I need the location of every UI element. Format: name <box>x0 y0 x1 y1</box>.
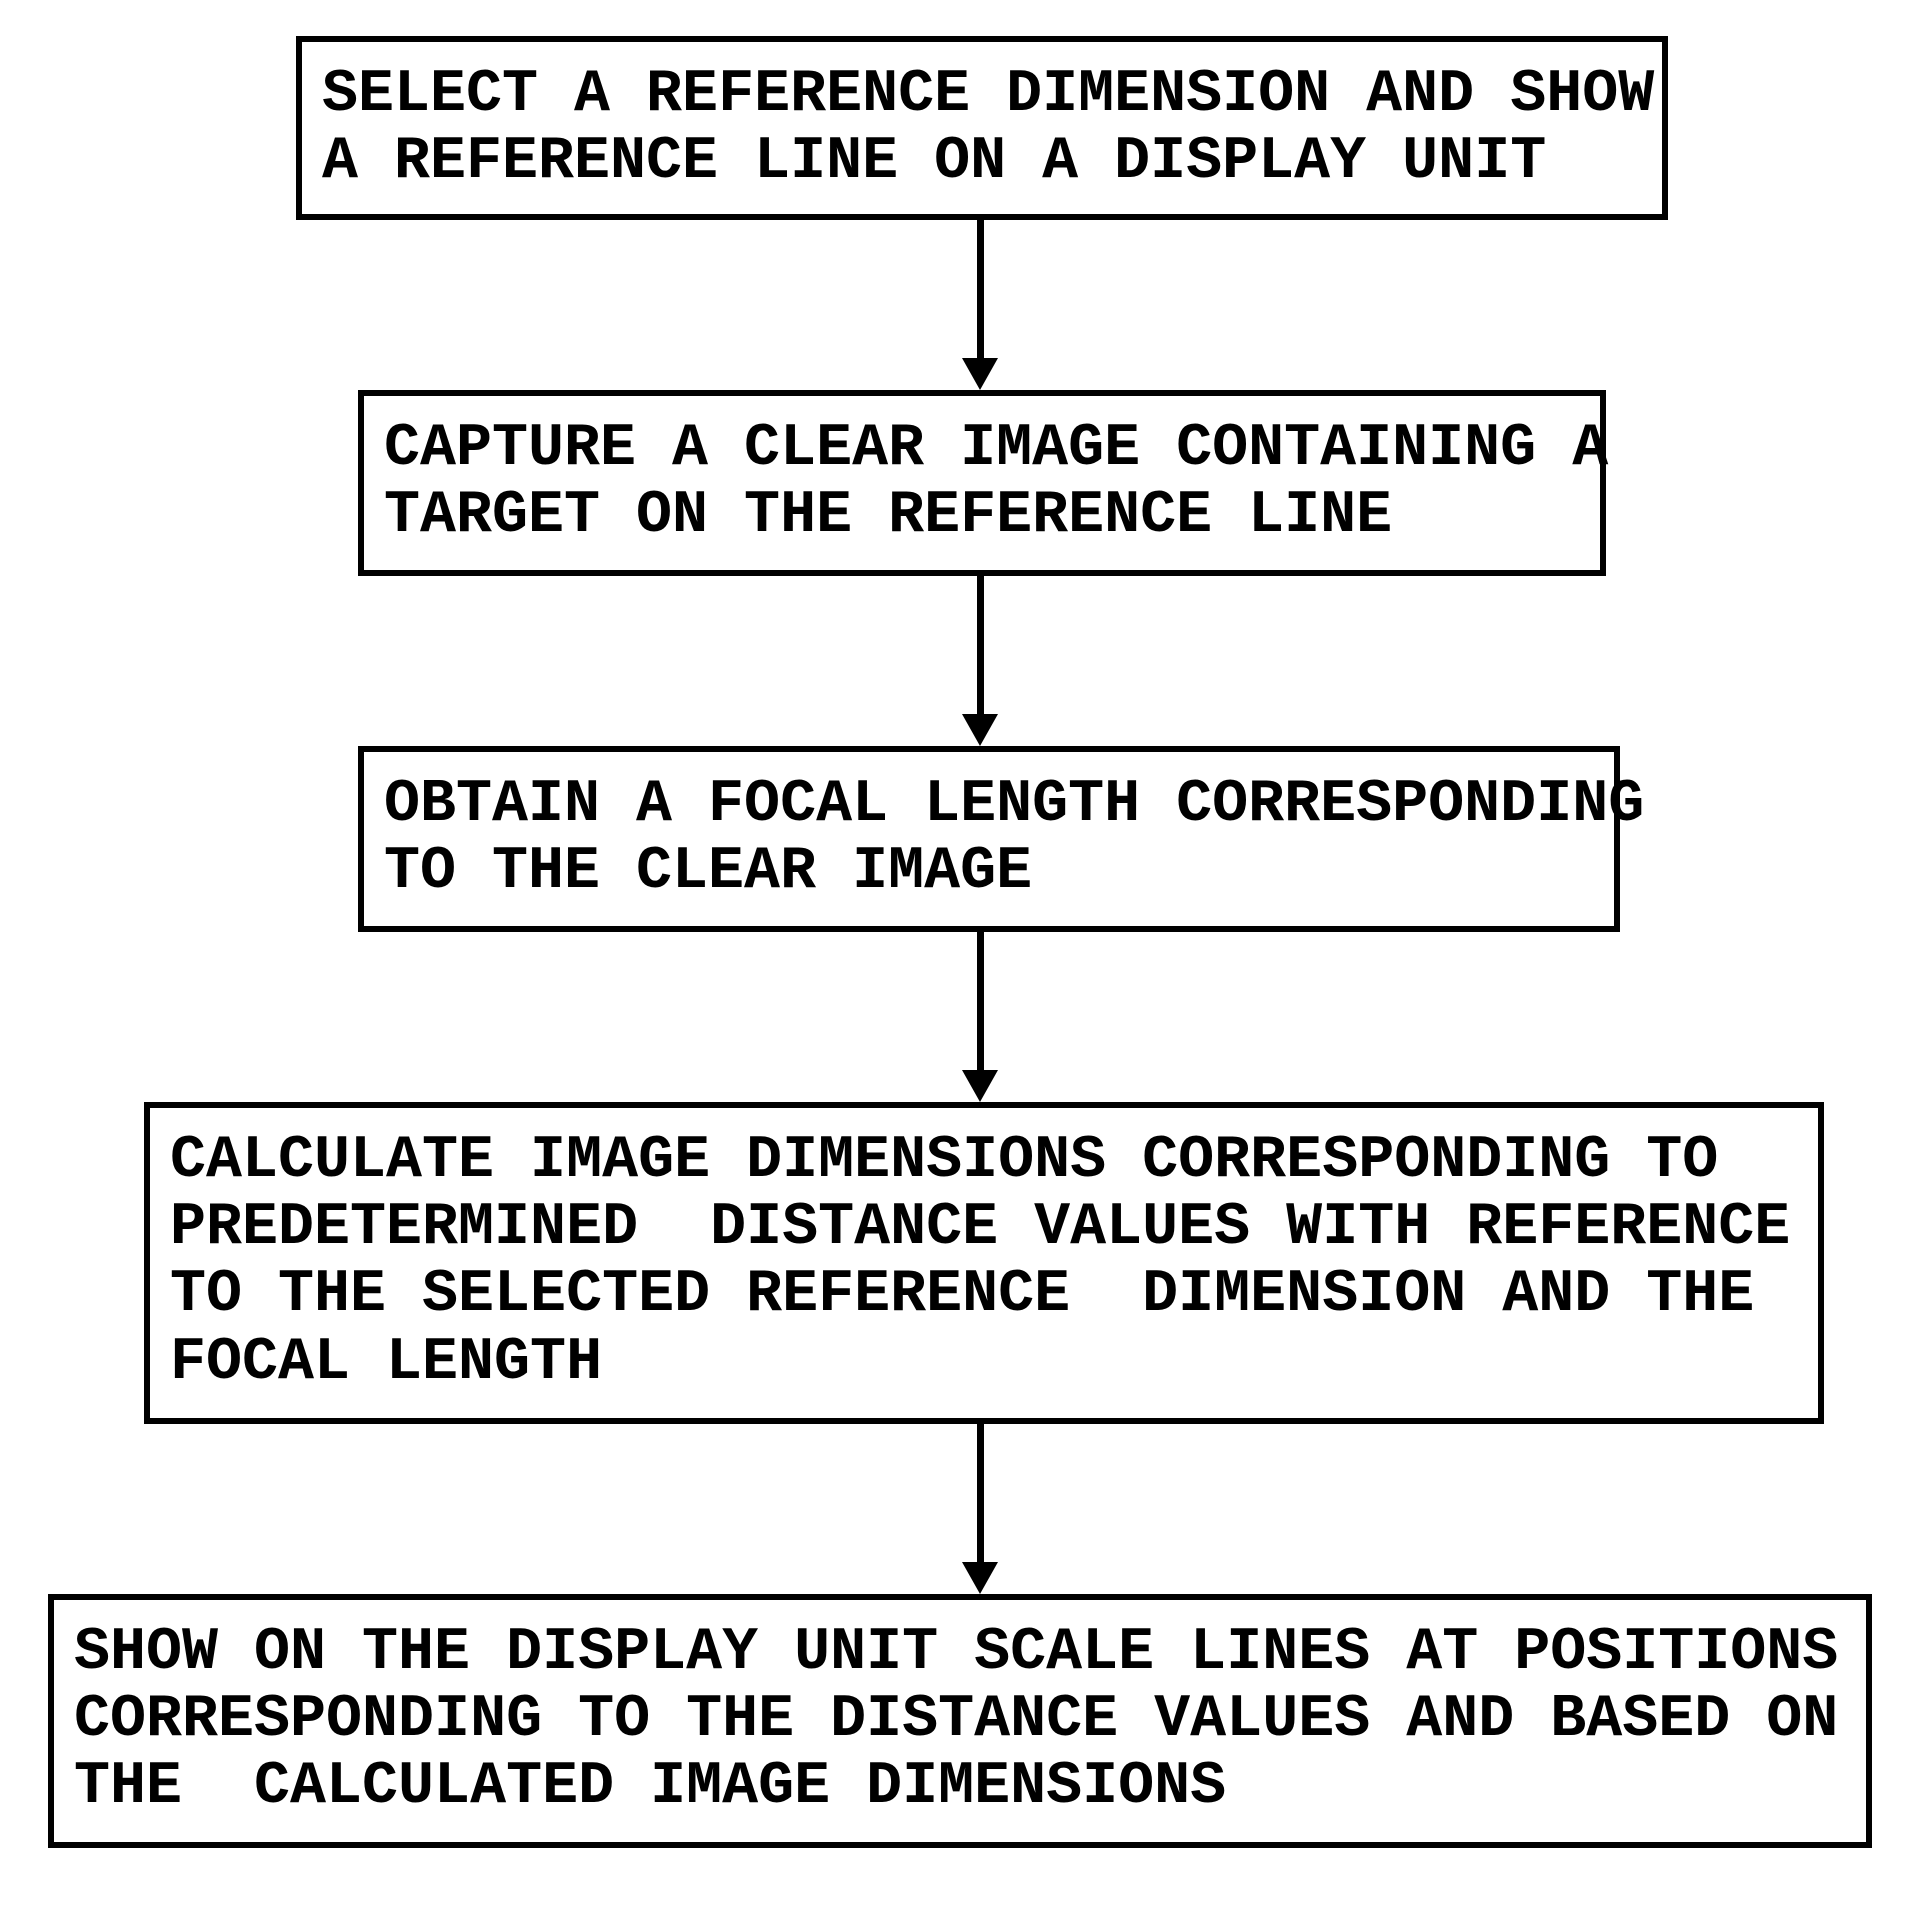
flow-step-3-text: OBTAIN A FOCAL LENGTH CORRESPONDING TO T… <box>384 772 1644 906</box>
arrow-4-5-shaft <box>977 1424 984 1562</box>
arrow-2-3-shaft <box>977 576 984 714</box>
arrow-1-2-shaft <box>977 220 984 358</box>
arrow-1-2-head <box>962 358 998 390</box>
flow-step-4-text: CALCULATE IMAGE DIMENSIONS CORRESPONDING… <box>170 1128 1790 1397</box>
flow-step-2-text: CAPTURE A CLEAR IMAGE CONTAINING A TARGE… <box>384 416 1608 550</box>
flow-step-1: SELECT A REFERENCE DIMENSION AND SHOW A … <box>296 36 1668 220</box>
flow-step-5: SHOW ON THE DISPLAY UNIT SCALE LINES AT … <box>48 1594 1872 1848</box>
flow-step-4: CALCULATE IMAGE DIMENSIONS CORRESPONDING… <box>144 1102 1824 1424</box>
flow-step-5-text: SHOW ON THE DISPLAY UNIT SCALE LINES AT … <box>74 1620 1838 1822</box>
arrow-3-4-shaft <box>977 932 984 1070</box>
arrow-3-4-head <box>962 1070 998 1102</box>
arrow-2-3-head <box>962 714 998 746</box>
flowchart-canvas: SELECT A REFERENCE DIMENSION AND SHOW A … <box>0 0 1906 1915</box>
arrow-4-5-head <box>962 1562 998 1594</box>
flow-step-3: OBTAIN A FOCAL LENGTH CORRESPONDING TO T… <box>358 746 1620 932</box>
flow-step-2: CAPTURE A CLEAR IMAGE CONTAINING A TARGE… <box>358 390 1606 576</box>
flow-step-1-text: SELECT A REFERENCE DIMENSION AND SHOW A … <box>322 62 1654 196</box>
